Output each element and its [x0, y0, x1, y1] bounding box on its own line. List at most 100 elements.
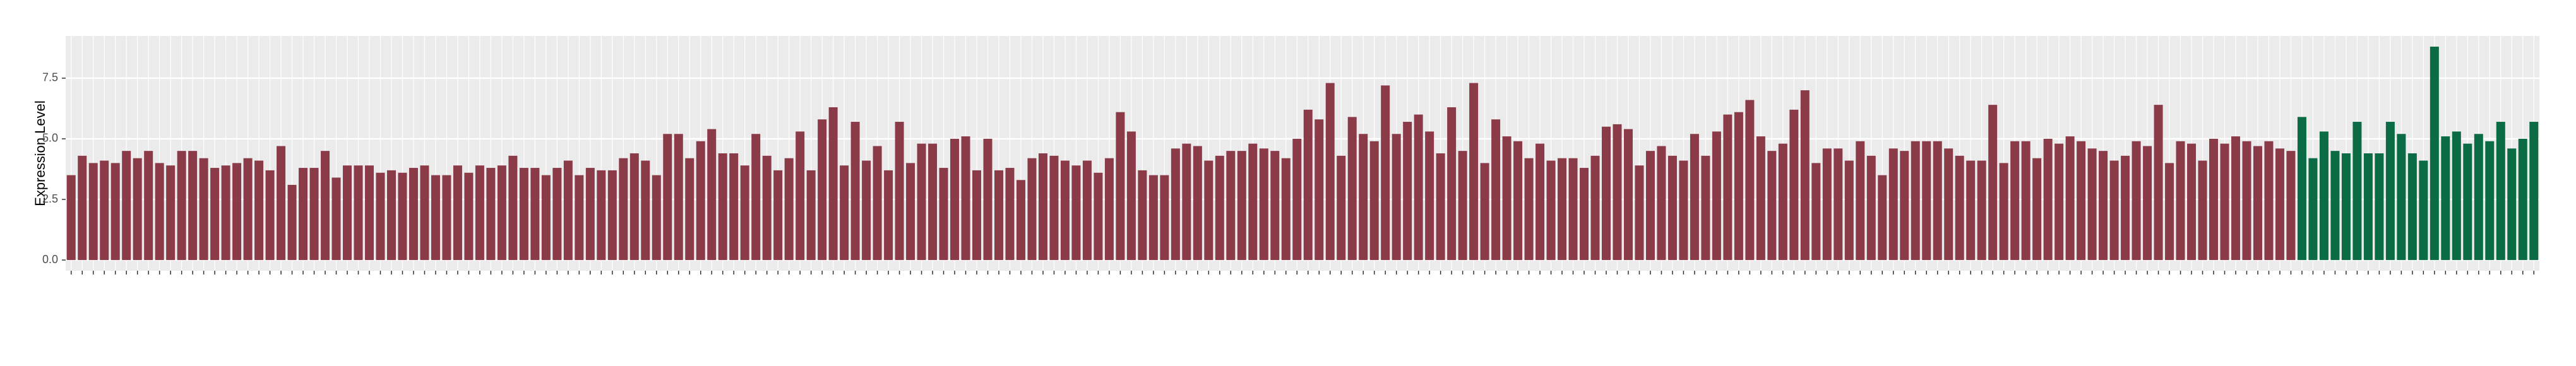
bar: [453, 165, 462, 261]
bar: [243, 158, 253, 261]
bar: [2065, 136, 2075, 261]
bar: [917, 143, 926, 261]
bar: [2286, 151, 2296, 261]
bar: [1878, 175, 1887, 261]
bar: [1138, 170, 1147, 261]
bar: [1613, 124, 1622, 261]
bar: [1359, 134, 1368, 261]
bar: [2341, 153, 2351, 261]
bar: [221, 165, 230, 261]
bar: [1270, 151, 1280, 261]
bar: [994, 170, 1003, 261]
bar: [1060, 160, 1070, 261]
bar: [2330, 151, 2340, 261]
bar: [1745, 100, 1755, 261]
bar: [696, 141, 705, 261]
bar: [1469, 83, 1479, 261]
bar: [155, 163, 164, 261]
bar: [1800, 90, 1810, 261]
bar: [751, 134, 761, 261]
bar: [1712, 131, 1721, 261]
bar: [1635, 165, 1644, 261]
bar: [585, 168, 595, 261]
bar: [232, 163, 242, 261]
bar: [674, 134, 683, 261]
bar: [950, 138, 960, 261]
bar: [1657, 146, 1666, 261]
bar: [2187, 143, 2197, 261]
bar: [2485, 141, 2495, 261]
bar: [2529, 122, 2539, 261]
bar: [2198, 160, 2207, 261]
bar: [442, 175, 451, 261]
bar: [299, 168, 308, 261]
bar: [2132, 141, 2141, 261]
bar: [895, 122, 904, 261]
bar: [475, 165, 484, 261]
bar: [78, 155, 87, 261]
bar: [1027, 158, 1037, 261]
bar: [1148, 175, 1158, 261]
bar: [2385, 122, 2395, 261]
bar: [1679, 160, 1688, 261]
bar: [431, 175, 440, 261]
bar: [1778, 143, 1787, 261]
bar: [2463, 143, 2472, 261]
bar: [408, 168, 418, 261]
bar: [1182, 143, 1191, 261]
bar: [1590, 155, 1600, 261]
bar: [818, 119, 827, 261]
bar: [486, 168, 496, 261]
bar: [88, 163, 98, 261]
bar: [144, 151, 153, 261]
bar: [663, 134, 672, 261]
bar: [2231, 136, 2240, 261]
bar: [707, 129, 717, 261]
bar: [884, 170, 893, 261]
bar: [2419, 160, 2428, 261]
bar: [575, 175, 584, 261]
bar: [850, 122, 860, 261]
bar: [321, 151, 330, 261]
bar: [1292, 138, 1302, 261]
bar: [133, 158, 142, 261]
bar: [1524, 158, 1534, 261]
bar: [1866, 155, 1876, 261]
bar: [1690, 134, 1699, 261]
bar: [729, 153, 739, 261]
bar: [110, 163, 120, 261]
bar: [1822, 148, 1832, 261]
bar: [1955, 155, 1964, 261]
bar: [1480, 163, 1489, 261]
bar: [1623, 129, 1633, 261]
bar: [398, 172, 407, 261]
bar: [2109, 160, 2119, 261]
bar: [343, 165, 352, 261]
bar: [2253, 146, 2262, 261]
bar: [1248, 143, 1258, 261]
bar: [607, 170, 617, 261]
bar: [1811, 163, 1821, 261]
bar: [1259, 148, 1268, 261]
bar: [862, 160, 871, 261]
bar: [2407, 153, 2417, 261]
bar: [1966, 160, 1976, 261]
bar: [2087, 148, 2097, 261]
bar: [2397, 134, 2406, 261]
bar: [1038, 153, 1047, 261]
bar: [552, 168, 562, 261]
bar: [309, 168, 319, 261]
bar: [122, 151, 131, 261]
bar: [1911, 141, 1920, 261]
bar: [806, 170, 816, 261]
bar: [365, 165, 374, 261]
bar: [2165, 163, 2174, 261]
bar: [1160, 175, 1169, 261]
bar: [1756, 136, 1765, 261]
bar: [1734, 112, 1743, 261]
bar: [740, 165, 749, 261]
bar: [1513, 141, 1523, 261]
bar: [1204, 160, 1213, 261]
bar: [1049, 155, 1059, 261]
